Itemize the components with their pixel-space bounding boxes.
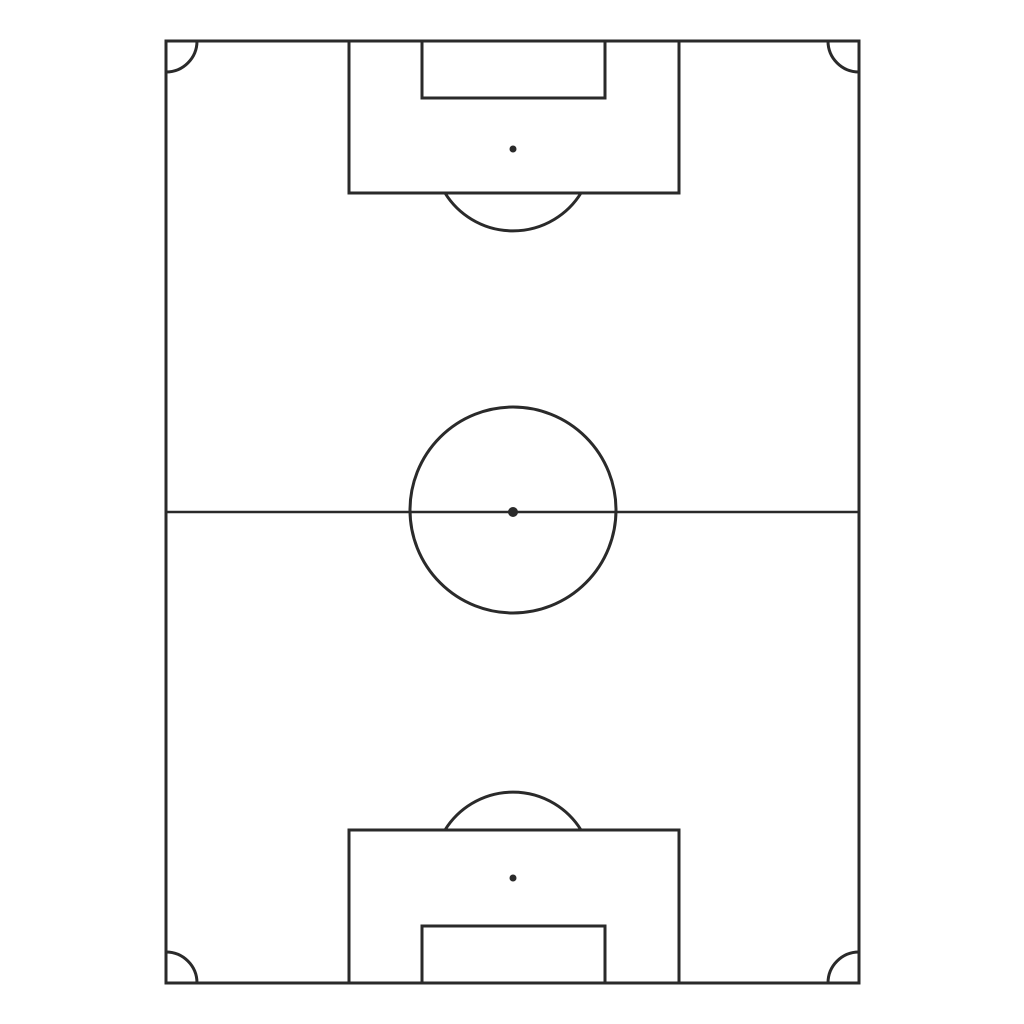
center-circle bbox=[408, 405, 618, 615]
bottom-penalty-spot bbox=[509, 874, 517, 882]
corner-arc-top-left bbox=[165, 40, 199, 74]
corner-arc-bottom-left bbox=[165, 950, 199, 984]
top-penalty-arc bbox=[443, 192, 583, 233]
bottom-penalty-area bbox=[347, 828, 681, 985]
center-spot bbox=[508, 507, 518, 517]
bottom-goal-area bbox=[420, 924, 607, 985]
corner-arc-top-right bbox=[826, 40, 860, 74]
top-goal-area bbox=[420, 39, 607, 100]
top-penalty-spot bbox=[509, 145, 517, 153]
top-penalty-area bbox=[347, 39, 681, 195]
bottom-penalty-arc bbox=[443, 790, 583, 831]
corner-arc-bottom-right bbox=[826, 950, 860, 984]
